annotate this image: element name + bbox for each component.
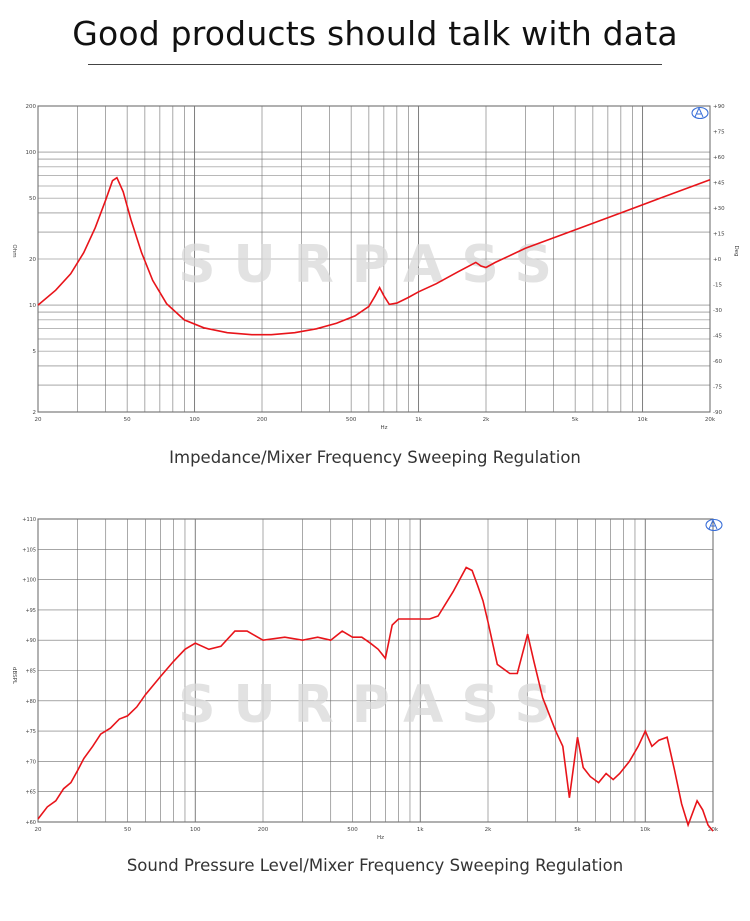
x-tick-label: 500 bbox=[347, 827, 358, 833]
x-axis-label: Hz bbox=[380, 425, 387, 431]
spl-chart: SURPASS 20 50 100 200 500 1k 2k 5k 10k 20k +110 +10… bbox=[11, 517, 723, 841]
x-tick-label: 500 bbox=[346, 417, 357, 423]
watermark: SURPASS bbox=[178, 675, 570, 735]
y2-tick-label: +75 bbox=[713, 130, 725, 136]
spl-chart-caption: Sound Pressure Level/Mixer Frequency Swe… bbox=[126, 856, 624, 875]
y-tick-label: +65 bbox=[25, 790, 36, 796]
x-tick-label: 50 bbox=[124, 827, 131, 833]
y2-tick-label: +90 bbox=[713, 104, 725, 110]
y2-tick-label: +0 bbox=[713, 257, 722, 263]
x-tick-label: 20 bbox=[35, 827, 42, 833]
y2-tick-label: -75 bbox=[713, 385, 722, 391]
x-tick-label: 10k bbox=[640, 827, 651, 833]
y-tick-label: +80 bbox=[25, 699, 36, 705]
y-axis-label: dBSPL bbox=[11, 667, 17, 685]
x-tick-label: 20k bbox=[708, 827, 719, 833]
y-tick-label: 50 bbox=[29, 196, 36, 202]
y-tick-label: +95 bbox=[25, 608, 36, 614]
y2-tick-label: +45 bbox=[713, 181, 725, 187]
y-tick-label: 20 bbox=[29, 257, 36, 263]
y-tick-label: 2 bbox=[33, 410, 37, 416]
spl-series-line bbox=[37, 566, 714, 832]
y-tick-label: 5 bbox=[33, 349, 37, 355]
y2-tick-label: +60 bbox=[713, 155, 725, 161]
x-tick-label: 2k bbox=[483, 417, 490, 423]
y-tick-label: +85 bbox=[25, 669, 36, 675]
impedance-series-line bbox=[37, 176, 711, 336]
y-axis-label: Ohm bbox=[11, 244, 17, 257]
x-tick-label: 1k bbox=[415, 417, 422, 423]
y-tick-label: +110 bbox=[22, 517, 36, 523]
audio-precision-logo bbox=[705, 518, 723, 532]
y-tick-label: 200 bbox=[26, 104, 37, 110]
x-tick-label: 50 bbox=[124, 417, 131, 423]
y2-tick-label: -90 bbox=[713, 410, 722, 416]
x-tick-label: 100 bbox=[190, 827, 201, 833]
y-tick-label: +75 bbox=[25, 729, 36, 735]
y-tick-label: 10 bbox=[29, 303, 36, 309]
y2-axis-label: Deg bbox=[733, 245, 739, 256]
y2-tick-label: -30 bbox=[713, 308, 722, 314]
y2-tick-label: +30 bbox=[713, 206, 725, 212]
x-axis-label: Hz bbox=[377, 835, 384, 841]
audio-precision-logo bbox=[691, 106, 709, 120]
x-tick-label: 5k bbox=[574, 827, 581, 833]
page-title: Good products should talk with data bbox=[72, 14, 678, 53]
x-tick-label: 200 bbox=[258, 827, 269, 833]
x-tick-label: 10k bbox=[637, 417, 648, 423]
y2-tick-label: -60 bbox=[713, 359, 722, 365]
y2-tick-label: -15 bbox=[713, 283, 722, 289]
y-tick-label: +105 bbox=[22, 547, 36, 553]
impedance-chart-caption: Impedance/Mixer Frequency Sweeping Regul… bbox=[169, 448, 581, 467]
y2-tick-label: -45 bbox=[713, 334, 722, 340]
impedance-chart: SURPASS 20 50 100 200 500 1k 2k 5k 10k 20k 200 100 5… bbox=[11, 104, 739, 431]
watermark: SURPASS bbox=[178, 235, 570, 295]
y-tick-label: +90 bbox=[25, 638, 36, 644]
y2-tick-label: +15 bbox=[713, 232, 725, 238]
y-tick-label: +60 bbox=[25, 820, 36, 826]
x-tick-label: 200 bbox=[257, 417, 268, 423]
x-tick-label: 1k bbox=[417, 827, 424, 833]
x-tick-label: 5k bbox=[572, 417, 579, 423]
x-tick-label: 20 bbox=[35, 417, 42, 423]
x-tick-label: 2k bbox=[485, 827, 492, 833]
y-tick-label: +100 bbox=[22, 578, 36, 584]
x-tick-label: 20k bbox=[705, 417, 716, 423]
y-tick-label: +70 bbox=[25, 759, 36, 765]
x-tick-label: 100 bbox=[189, 417, 200, 423]
y-tick-label: 100 bbox=[26, 150, 37, 156]
title-divider bbox=[88, 64, 662, 65]
